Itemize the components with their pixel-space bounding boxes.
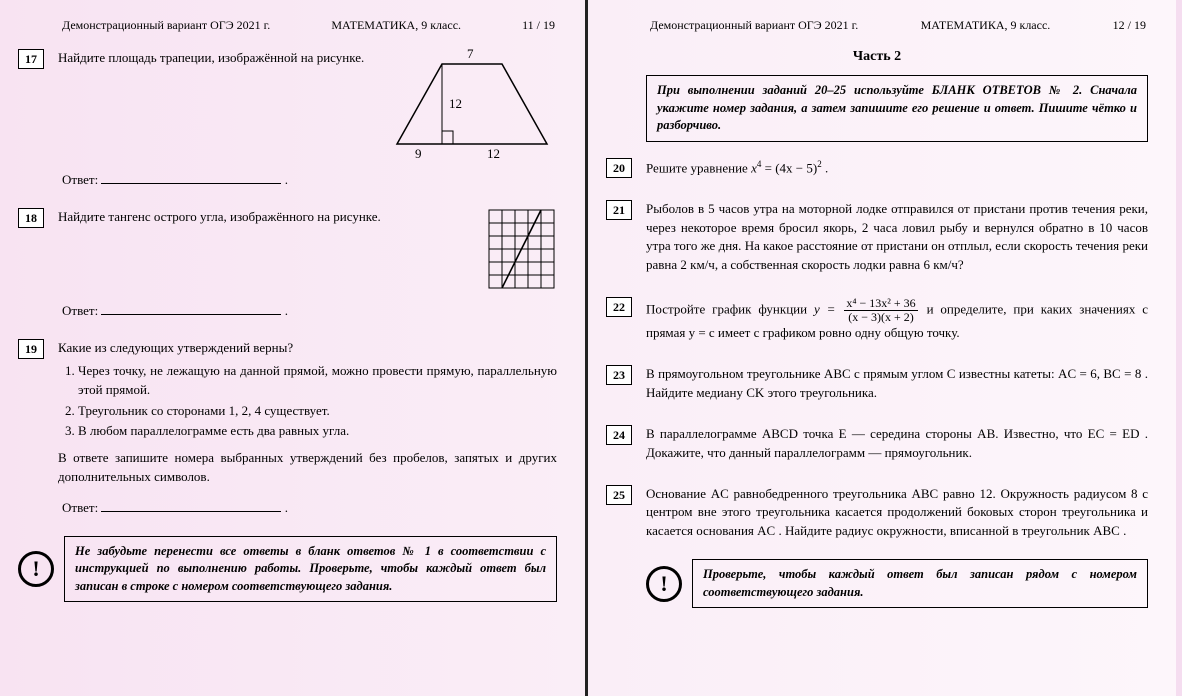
answer-19: Ответ: . (62, 499, 557, 516)
instruction-box: При выполнении заданий 20–25 используйте… (646, 75, 1148, 142)
problem-number: 18 (18, 208, 44, 228)
answer-label: Ответ: (62, 172, 98, 187)
answer-18: Ответ: . (62, 302, 557, 319)
doc-title: Демонстрационный вариант ОГЭ 2021 г. (62, 18, 270, 33)
problem-25: 25 Основание AC равнобедренного треуголь… (606, 485, 1148, 542)
problem-22: 22 Постройте график функции y = x⁴ − 13x… (606, 297, 1148, 343)
note-box: Не забудьте перенести все ответы в бланк… (64, 536, 557, 603)
problem-number: 19 (18, 339, 44, 359)
option-1: Через точку, не лежащую на данной прямой… (78, 362, 557, 400)
problem-text: Рыболов в 5 часов утра на моторной лодке… (646, 200, 1148, 275)
problem-text: Постройте график функции y = x⁴ − 13x² +… (646, 297, 1148, 343)
problem-text: В параллелограмме ABCD точка E — середин… (646, 425, 1148, 463)
problem-text: Какие из следующих утверждений верны? (58, 339, 557, 358)
page-number: 12 / 19 (1113, 18, 1146, 33)
page-right: Демонстрационный вариант ОГЭ 2021 г. МАТ… (588, 0, 1176, 696)
answer-17: Ответ: . (62, 171, 557, 188)
problem-number: 17 (18, 49, 44, 69)
trapezoid-figure: 7 12 9 12 (387, 49, 557, 159)
running-head-right: Демонстрационный вариант ОГЭ 2021 г. МАТ… (606, 18, 1148, 35)
label-bl: 9 (415, 145, 422, 164)
problem-number: 20 (606, 158, 632, 178)
problem-tail: В ответе запишите номера выбранных утвер… (58, 449, 557, 487)
problem-text: Найдите тангенс острого угла, изображённ… (58, 208, 467, 290)
problem-24: 24 В параллелограмме ABCD точка E — сере… (606, 425, 1148, 463)
option-2: Треугольник со сторонами 1, 2, 4 существ… (78, 402, 557, 421)
note-row-right: ! Проверьте, чтобы каждый ответ был запи… (646, 559, 1148, 608)
options-list: Через точку, не лежащую на данной прямой… (58, 362, 557, 441)
note-box: Проверьте, чтобы каждый ответ был записа… (692, 559, 1148, 608)
grid-figure (487, 208, 557, 290)
label-height: 12 (449, 95, 462, 114)
problem-text: Решите уравнение x4 = (4x − 5)2 . (646, 158, 1148, 178)
fraction: x⁴ − 13x² + 36(x − 3)(x + 2) (844, 297, 917, 324)
problem-number: 24 (606, 425, 632, 445)
problem-number: 23 (606, 365, 632, 385)
page-left: Демонстрационный вариант ОГЭ 2021 г. МАТ… (0, 0, 588, 696)
problem-number: 21 (606, 200, 632, 220)
label-top: 7 (467, 45, 474, 64)
running-head-left: Демонстрационный вариант ОГЭ 2021 г. МАТ… (18, 18, 557, 35)
doc-subject: МАТЕМАТИКА, 9 класс. (921, 18, 1051, 33)
problem-number: 22 (606, 297, 632, 317)
note-row-left: ! Не забудьте перенести все ответы в бла… (18, 536, 557, 603)
problem-17: 17 Найдите площадь трапеции, изображённо… (18, 49, 557, 159)
problem-18: 18 Найдите тангенс острого угла, изображ… (18, 208, 557, 290)
problem-19: 19 Какие из следующих утверждений верны?… (18, 339, 557, 487)
option-3: В любом параллелограмме есть два равных … (78, 422, 557, 441)
problem-23: 23 В прямоугольном треугольнике ABC с пр… (606, 365, 1148, 403)
answer-line[interactable] (101, 171, 281, 184)
problem-text: Основание AC равнобедренного треугольник… (646, 485, 1148, 542)
problem-number: 25 (606, 485, 632, 505)
answer-line[interactable] (101, 499, 281, 512)
doc-subject: МАТЕМАТИКА, 9 класс. (331, 18, 461, 33)
problem-text: Найдите площадь трапеции, изображённой н… (58, 49, 373, 159)
problem-21: 21 Рыболов в 5 часов утра на моторной ло… (606, 200, 1148, 275)
exclamation-icon: ! (18, 551, 54, 587)
answer-label: Ответ: (62, 500, 98, 515)
problem-text: В прямоугольном треугольнике ABC с прямы… (646, 365, 1148, 403)
doc-title: Демонстрационный вариант ОГЭ 2021 г. (650, 18, 858, 33)
section-title: Часть 2 (606, 49, 1148, 65)
exclamation-icon: ! (646, 566, 682, 602)
answer-line[interactable] (101, 302, 281, 315)
page-number: 11 / 19 (522, 18, 555, 33)
answer-label: Ответ: (62, 303, 98, 318)
label-br: 12 (487, 145, 500, 164)
problem-20: 20 Решите уравнение x4 = (4x − 5)2 . (606, 158, 1148, 178)
